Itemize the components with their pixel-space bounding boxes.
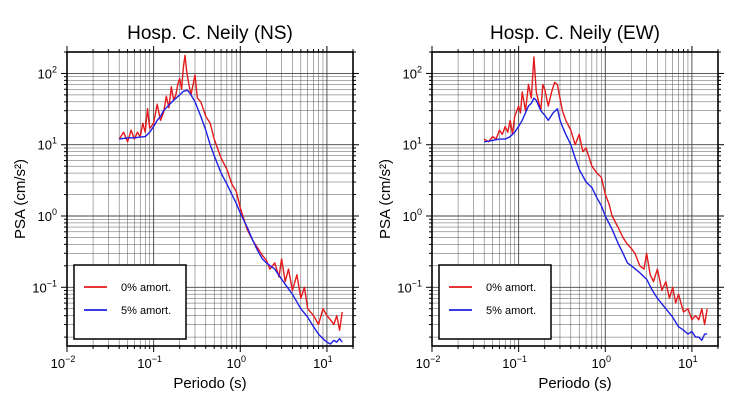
series-line-0	[483, 56, 708, 326]
x-tick-label-exponent: −2	[430, 354, 440, 364]
series-line-0	[118, 54, 343, 331]
legend-box	[73, 264, 187, 340]
series-line-1	[484, 97, 708, 342]
y-tick-label-exponent: 1	[417, 136, 422, 146]
legend: 0% amort. 5% amort.	[438, 264, 552, 340]
x-tick-label: 100	[592, 354, 611, 371]
x-tick-label: 101	[313, 354, 332, 371]
x-tick-label-base: 10	[592, 356, 606, 371]
series-line-1	[119, 89, 343, 345]
y-tick-label: 100	[38, 207, 57, 224]
y-tick-label-exponent: 1	[52, 136, 57, 146]
y-tick-label-exponent: −1	[412, 278, 422, 288]
x-tick-label: 10−2	[416, 354, 441, 371]
y-tick-label-exponent: 0	[52, 207, 57, 217]
y-tick-label-exponent: 0	[417, 207, 422, 217]
x-tick-label-base: 10	[137, 356, 151, 371]
y-tick-label: 101	[403, 136, 422, 153]
chart-title: Hosp. C. Neily (NS)	[127, 23, 293, 44]
x-tick-label-base: 10	[313, 356, 327, 371]
y-tick-label: 100	[403, 207, 422, 224]
y-tick-label-base: 10	[32, 280, 46, 295]
x-tick-label-base: 10	[416, 356, 430, 371]
legend-box	[438, 264, 552, 340]
y-tick-label: 102	[38, 64, 57, 81]
y-axis-label: PSA (cm/s²)	[377, 159, 394, 239]
y-tick-label-exponent: −1	[47, 278, 57, 288]
x-tick-label-exponent: −1	[517, 354, 527, 364]
x-tick-label-base: 10	[51, 356, 65, 371]
x-axis-label: Periodo (s)	[173, 375, 246, 392]
x-tick-label-base: 10	[502, 356, 516, 371]
y-tick-label-base: 10	[403, 138, 417, 153]
y-tick-label: 102	[403, 64, 422, 81]
legend-label-1: 5% amort.	[486, 305, 536, 317]
x-tick-label: 10−1	[137, 354, 162, 371]
y-tick-label: 10−1	[32, 278, 57, 295]
chart-title: Hosp. C. Neily (EW)	[490, 23, 660, 44]
x-tick-label-exponent: −2	[65, 354, 75, 364]
legend-label-0: 0% amort.	[121, 282, 171, 294]
x-tick-label-exponent: −1	[152, 354, 162, 364]
y-tick-label: 10−1	[397, 278, 422, 295]
y-axis-label: PSA (cm/s²)	[12, 159, 29, 239]
y-tick-label: 101	[38, 136, 57, 153]
x-tick-label: 101	[678, 354, 697, 371]
y-tick-label-exponent: 2	[52, 64, 57, 74]
x-tick-label-exponent: 1	[328, 354, 333, 364]
x-tick-label: 10−1	[502, 354, 527, 371]
y-tick-label-base: 10	[38, 209, 52, 224]
legend-label-1: 5% amort.	[121, 305, 171, 317]
x-tick-label-exponent: 0	[241, 354, 246, 364]
legend: 0% amort. 5% amort.	[73, 264, 187, 340]
legend-label-0: 0% amort.	[486, 282, 536, 294]
x-tick-label: 100	[227, 354, 246, 371]
y-tick-label-exponent: 2	[417, 64, 422, 74]
plot-frame	[431, 51, 719, 347]
x-tick-label-exponent: 1	[693, 354, 698, 364]
x-tick-label-exponent: 0	[606, 354, 611, 364]
x-axis-label: Periodo (s)	[538, 375, 611, 392]
x-tick-label-base: 10	[227, 356, 241, 371]
y-tick-label-base: 10	[38, 138, 52, 153]
plot-frame	[66, 51, 354, 347]
x-tick-label: 10−2	[51, 354, 76, 371]
y-tick-label-base: 10	[38, 66, 52, 81]
y-tick-label-base: 10	[397, 280, 411, 295]
y-tick-label-base: 10	[403, 209, 417, 224]
x-tick-label-base: 10	[678, 356, 692, 371]
y-tick-label-base: 10	[403, 66, 417, 81]
